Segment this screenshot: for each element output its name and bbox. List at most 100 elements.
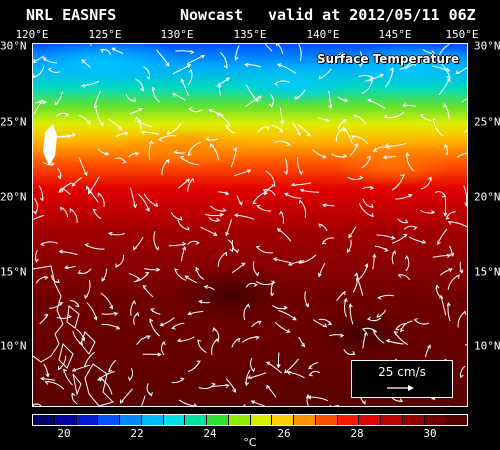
colorbar-swatch [228,415,251,425]
streamline-arrowhead [308,372,313,377]
streamline-arrowhead [251,367,256,373]
streamline-arrowhead [225,77,231,82]
streamline-arrowhead [430,50,436,54]
streamline-arrowhead [209,143,214,148]
streamline-arrowhead [445,215,450,220]
streamline-arrowhead [343,297,348,303]
streamline-arrowhead [57,366,62,371]
streamline-arrowhead [343,154,348,158]
streamline-arrowhead [369,213,374,218]
lon-tick-120: 120°E [15,28,49,41]
streamline-arrowhead [149,139,154,145]
colorbar-swatch [315,415,338,425]
streamline-arrowhead [134,116,139,121]
streamline-arrowhead [165,158,170,164]
colorbar-swatch [163,415,186,425]
sst-shading [33,44,467,406]
streamline-arrowhead [421,239,427,244]
streamline-arrowhead [279,210,284,215]
streamline-arrowhead [447,221,453,225]
streamline-arrowhead [382,155,387,160]
streamline-arrowhead [146,335,151,340]
streamline-arrowhead [403,59,408,64]
valid-time-label: valid at 2012/05/11 06Z [268,6,476,24]
streamline-arrowhead [58,188,63,193]
streamline-arrowhead [97,192,102,197]
lon-tick-135: 135°E [233,28,267,41]
streamline-arrowhead [185,178,190,183]
streamline-arrowhead [368,79,373,84]
streamline-arrowhead [353,114,358,119]
streamline-arrowhead [356,276,360,281]
streamline-arrowhead [464,202,467,207]
cool-water-patch [233,64,353,104]
streamline [284,192,302,199]
streamline [159,317,175,326]
streamline-arrowhead [413,226,418,230]
streamline-arrowhead [33,59,37,63]
streamline-arrowhead [279,128,284,133]
streamline-arrowhead [327,321,332,325]
streamline [297,124,311,137]
streamline-arrowhead [211,382,216,387]
streamline-arrowhead [448,268,453,272]
streamline-arrowhead [344,98,349,103]
streamline-arrowhead [150,308,155,312]
streamline-arrowhead [93,316,98,321]
streamline-arrowhead [364,331,368,336]
streamline [156,49,170,67]
streamline-arrowhead [132,300,136,305]
streamline-arrowhead [34,258,39,263]
lat-tick-20-left: 20°N [0,190,27,204]
streamline-arrowhead [133,246,137,251]
streamline-arrowhead [93,104,98,109]
streamline-arrowhead [33,73,37,79]
model-label: NRL EASNFS [26,6,117,24]
streamline-arrowhead [71,182,76,187]
streamline-arrowhead [64,265,69,270]
streamline-arrowhead [234,56,239,61]
streamline-arrowhead [277,63,282,68]
streamline-arrowhead [179,155,185,160]
streamline-arrowhead [446,301,451,307]
streamline-arrowhead [328,104,333,109]
streamline-arrowhead [178,216,183,221]
streamline-arrowhead [325,56,331,61]
streamline-arrowhead [233,147,237,152]
streamline-arrowhead [111,47,116,52]
colorbar-swatch [76,415,99,425]
streamline-arrowhead [265,361,271,366]
streamline-arrowhead [165,62,170,67]
lat-tick-25-left: 25°N [0,115,27,129]
streamline [440,295,447,316]
streamline-arrowhead [180,78,185,83]
streamline-arrowhead [115,325,121,330]
map-canvas[interactable]: Surface Temperature 25 cm/s [32,43,468,407]
streamline-arrowhead [40,242,45,247]
streamline-arrowhead [132,97,137,102]
streamline-arrowhead [58,249,63,254]
streamline-arrowhead [376,313,381,318]
streamline [344,298,347,318]
streamline-arrowhead [63,368,67,373]
sst-field [33,44,467,406]
streamline-arrowhead [272,257,278,262]
streamline-arrowhead [280,120,284,125]
streamline-arrowhead [450,252,455,257]
streamline-arrowhead [441,193,447,198]
streamline-arrowhead [340,333,345,338]
streamline-arrowhead [299,188,304,193]
streamline-arrowhead [188,106,193,111]
streamline-arrowhead [400,173,405,179]
streamline-arrowhead [446,253,452,258]
streamline-arrowhead [265,126,270,131]
streamline-arrowhead [306,395,312,400]
field-title: Surface Temperature [316,52,459,66]
streamline-arrowhead [157,352,162,357]
streamline-arrowhead [187,152,192,157]
streamline-arrowhead [270,292,275,297]
streamline-arrowhead [318,75,323,80]
streamline-arrowhead [459,269,464,275]
streamline [59,251,78,255]
streamline [216,113,231,126]
